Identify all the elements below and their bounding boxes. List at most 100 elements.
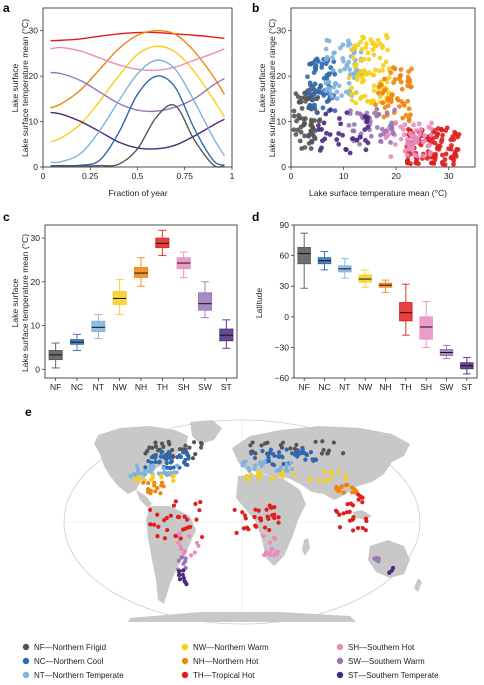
- panel-b-xtick-label: 10: [339, 171, 349, 181]
- series-line-nc: [50, 75, 225, 167]
- lake-point-nc: [252, 455, 258, 461]
- scatter-point-th: [436, 146, 442, 152]
- scatter-point-nh: [392, 77, 398, 82]
- lake-point-nc: [268, 447, 274, 452]
- lake-point-nc: [175, 455, 180, 460]
- scatter-point-nw: [346, 75, 352, 81]
- scatter-point-sh: [413, 128, 419, 133]
- lake-point-nf: [250, 440, 255, 445]
- scatter-point-nf: [306, 133, 312, 139]
- lake-point-nt: [132, 471, 137, 476]
- scatter-point-st: [322, 136, 328, 142]
- scatter-point-nh: [392, 66, 398, 72]
- scatter-point-sh: [420, 153, 426, 159]
- lake-point-nw: [328, 469, 334, 474]
- lake-point-th: [256, 508, 261, 513]
- scatter-point-sh: [393, 121, 398, 126]
- panel-a-ytick-label: 30: [29, 26, 39, 36]
- lake-point-nc: [295, 454, 300, 459]
- panel-label-a: a: [3, 1, 10, 15]
- lake-point-th: [152, 522, 157, 527]
- scatter-point-nt: [331, 84, 337, 90]
- scatter-point-nw: [364, 41, 369, 47]
- lake-point-nw: [136, 474, 141, 480]
- africa: [236, 474, 306, 566]
- legend-marker-th: [181, 671, 189, 679]
- scatter-point-nh: [406, 69, 412, 75]
- scatter-point-th: [456, 132, 462, 137]
- scatter-point-nt: [339, 93, 344, 99]
- lake-point-nc: [260, 448, 265, 454]
- lake-point-nf: [150, 445, 155, 451]
- scatter-point-sh: [426, 124, 432, 130]
- scatter-point-sw: [392, 107, 398, 113]
- scatter-point-nf: [297, 98, 303, 104]
- lake-point-nf: [166, 439, 171, 444]
- lake-point-nc: [303, 457, 308, 462]
- scatter-point-nc: [312, 81, 318, 87]
- lake-point-nt: [166, 470, 171, 476]
- panel-label-d: d: [252, 210, 259, 224]
- scatter-point-sh: [410, 148, 416, 153]
- lake-point-nc: [149, 455, 154, 460]
- lake-point-th: [243, 516, 248, 521]
- lake-point-nt: [275, 468, 281, 473]
- scatter-point-nw: [366, 56, 372, 62]
- lake-point-nw: [159, 475, 164, 480]
- scatter-point-th: [442, 157, 448, 162]
- lake-point-th: [232, 507, 237, 513]
- scatter-point-sw: [390, 131, 396, 137]
- lake-point-nc: [270, 451, 276, 457]
- scatter-point-th: [440, 132, 445, 138]
- lake-point-th: [180, 527, 186, 532]
- scatter-point-th: [432, 157, 438, 163]
- lake-point-nw: [171, 478, 176, 484]
- panel-d-ylabel: Latitude: [254, 288, 264, 319]
- lake-point-th: [182, 514, 187, 519]
- lake-point-nt: [285, 468, 290, 473]
- lake-point-th: [162, 536, 167, 541]
- scatter-point-nh: [401, 103, 407, 108]
- lake-point-nc: [164, 461, 169, 466]
- lake-point-th: [341, 511, 346, 516]
- category-label-th: TH: [157, 382, 168, 392]
- scatter-point-sh: [405, 152, 410, 158]
- lake-point-nc: [171, 465, 176, 470]
- scatter-point-sh: [414, 136, 420, 141]
- lake-point-nf: [259, 443, 264, 448]
- lake-point-nf: [153, 440, 158, 445]
- lake-point-th: [198, 499, 203, 505]
- scatter-point-st: [336, 141, 342, 147]
- lake-point-nh: [146, 487, 151, 492]
- lake-point-nc: [146, 458, 151, 464]
- lake-point-nc: [181, 460, 187, 465]
- scatter-point-sh: [426, 142, 432, 148]
- box-nt: [91, 320, 106, 333]
- lake-point-nf: [340, 451, 346, 456]
- scatter-point-nc: [326, 72, 332, 77]
- lake-point-th: [269, 505, 274, 510]
- lake-point-nw: [135, 478, 140, 483]
- scatter-point-nc: [316, 89, 322, 95]
- scatter-point-nc: [305, 88, 311, 93]
- lake-point-nc: [271, 462, 277, 468]
- scatter-point-nt: [323, 46, 329, 52]
- lake-point-nh: [153, 489, 158, 494]
- scatter-point-nf: [315, 95, 321, 100]
- lake-point-nt: [134, 463, 140, 468]
- scatter-point-nh: [398, 79, 404, 85]
- panel-d-ytick-label: 90: [280, 220, 290, 230]
- legend-label-th: TH—Tropical Hot: [193, 671, 255, 680]
- lake-point-nh: [160, 480, 165, 485]
- scatter-point-nt: [346, 80, 352, 86]
- scatter-point-sw: [368, 133, 374, 139]
- panel-b-ylabel-line1: Lake surface: [257, 63, 267, 112]
- lake-point-th: [155, 512, 160, 517]
- lake-point-th: [173, 499, 178, 504]
- scatter-point-nw: [383, 59, 389, 65]
- scatter-point-st: [337, 116, 342, 121]
- lake-point-nt: [289, 466, 295, 472]
- category-label-th: TH: [400, 382, 411, 392]
- lake-point-nt: [288, 460, 294, 465]
